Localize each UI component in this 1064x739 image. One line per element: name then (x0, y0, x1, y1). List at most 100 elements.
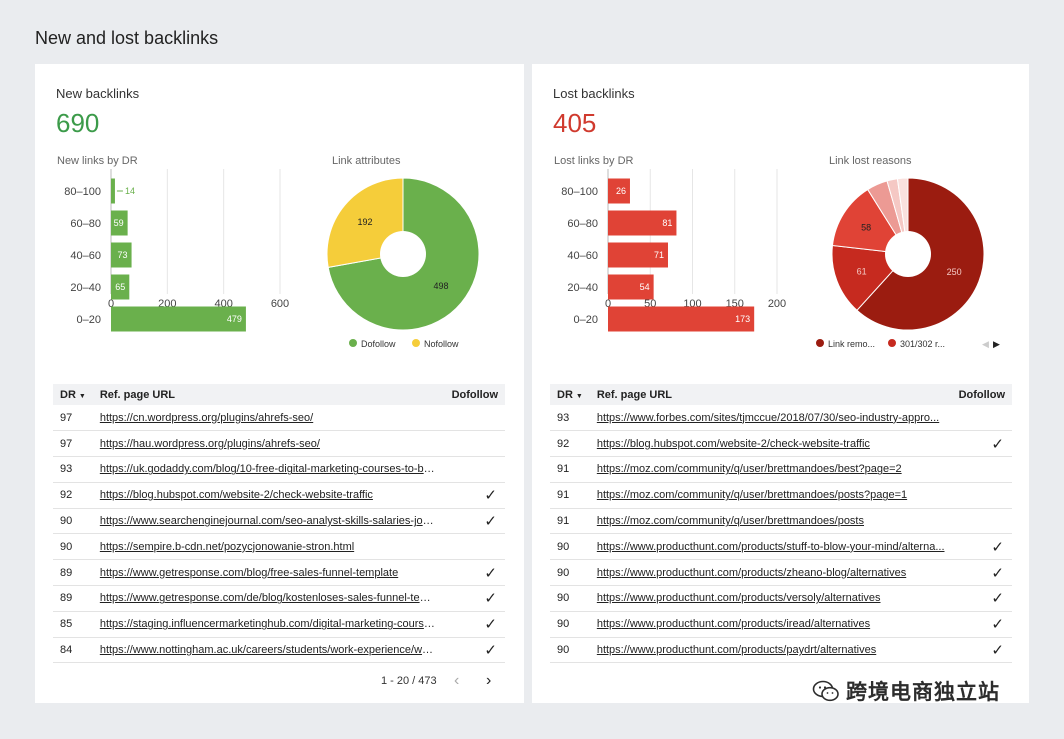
new-backlinks-card: New backlinks 690 New links by DR Link a… (35, 64, 524, 703)
dr-cell: 85 (53, 611, 93, 638)
watermark-text: 跨境电商独立站 (846, 681, 1000, 704)
next-page-button[interactable]: › (486, 672, 492, 689)
ref-url-column-header[interactable]: Ref. page URL (589, 384, 952, 405)
ref-url-link[interactable]: https://www.producthunt.com/products/ire… (589, 611, 952, 638)
table-row: 85 https://staging.influencermarketinghub… (53, 611, 505, 638)
dofollow-check-icon: ✓ (444, 611, 505, 638)
bar[interactable] (608, 306, 755, 332)
ref-url-link[interactable]: https://www.producthunt.com/products/zhe… (589, 559, 952, 587)
link-lost-reasons-title: Link lost reasons (829, 155, 912, 167)
legend-swatch (412, 339, 420, 347)
table-row: 92 https://blog.hubspot.com/website-2/che… (550, 430, 1012, 458)
dofollow-check-icon: ✓ (951, 533, 1012, 561)
dr-column-header[interactable]: DR ▼ (550, 384, 590, 405)
prev-page-button[interactable]: ‹ (454, 672, 460, 689)
slice-value-label: 498 (433, 281, 448, 291)
bar[interactable] (608, 210, 677, 236)
ref-url-link[interactable]: https://hau.wordpress.org/plugins/ahrefs… (92, 430, 445, 458)
dofollow-check-icon: ✓ (444, 482, 505, 509)
table-row: 92 https://blog.hubspot.com/website-2/che… (53, 482, 505, 509)
y-tick-label: 60–80 (567, 218, 598, 230)
lost-backlinks-card: Lost backlinks 405 Lost links by DR Link… (532, 64, 1029, 703)
lost-backlinks-total: 405 (553, 108, 597, 138)
ref-url-column-header[interactable]: Ref. page URL (92, 384, 445, 405)
dr-column-header[interactable]: DR ▼ (53, 384, 93, 405)
dofollow-column-header[interactable]: Dofollow (951, 384, 1012, 405)
legend-label: Dofollow (361, 339, 396, 349)
dr-cell: 97 (53, 405, 93, 432)
bar[interactable] (111, 274, 130, 300)
dr-cell: 91 (550, 456, 590, 483)
ref-url-link[interactable]: https://www.getresponse.com/de/blog/kost… (92, 585, 445, 612)
sort-down-icon: ▼ (575, 392, 583, 400)
y-tick-label: 20–40 (567, 282, 598, 294)
table-row: 97 https://cn.wordpress.org/plugins/ahref… (53, 405, 505, 432)
dofollow-check-icon: ✓ (444, 559, 505, 587)
ref-url-link[interactable]: https://uk.godaddy.com/blog/10-free-digi… (92, 456, 445, 483)
ref-url-link[interactable]: https://www.producthunt.com/products/ver… (589, 585, 952, 612)
legend-prev-icon[interactable]: ◀ (982, 339, 989, 349)
ref-url-link[interactable]: https://moz.com/community/q/user/brettma… (589, 482, 952, 509)
ref-url-link[interactable]: https://moz.com/community/q/user/brettma… (589, 508, 952, 535)
page-title: New and lost backlinks (35, 28, 219, 48)
dr-cell: 92 (550, 430, 590, 458)
sort-down-icon: ▼ (78, 392, 86, 400)
ref-url-link[interactable]: https://staging.influencermarketinghub.c… (92, 611, 445, 638)
bar[interactable] (608, 178, 630, 204)
ref-url-link[interactable]: https://moz.com/community/q/user/brettma… (589, 456, 952, 483)
table-row: 90 https://sempire.b-cdn.net/pozycjonowan… (53, 533, 505, 561)
legend-swatch (816, 339, 824, 347)
donut-hole (885, 231, 931, 277)
bar[interactable] (111, 306, 246, 332)
dr-cell: 89 (53, 559, 93, 587)
donut-hole (380, 231, 426, 277)
ref-url-link[interactable]: https://www.producthunt.com/products/stu… (589, 533, 952, 561)
y-tick-label: 20–40 (70, 282, 101, 294)
bar-value-label: 73 (118, 250, 128, 260)
table-row: 93 https://uk.godaddy.com/blog/10-free-di… (53, 456, 505, 483)
bar[interactable] (111, 210, 128, 236)
bar[interactable] (608, 242, 668, 268)
table-row: 89 https://www.getresponse.com/blog/free-… (53, 559, 505, 587)
table-row: 90 https://www.producthunt.com/products/v… (550, 585, 1012, 612)
ref-url-link[interactable]: https://www.searchenginejournal.com/seo-… (92, 508, 445, 535)
legend-label: Link remo... (828, 339, 875, 349)
ref-url-link[interactable]: https://blog.hubspot.com/website-2/check… (589, 430, 952, 458)
y-tick-label: 40–60 (70, 250, 101, 262)
ref-url-link[interactable]: https://www.getresponse.com/blog/free-sa… (92, 559, 445, 587)
lost-backlinks-title: Lost backlinks (553, 86, 635, 101)
y-tick-label: 60–80 (70, 218, 101, 230)
table-row: 90 https://www.producthunt.com/products/p… (550, 637, 1012, 664)
table-row: 97 https://hau.wordpress.org/plugins/ahre… (53, 430, 505, 458)
pie-slice[interactable] (831, 188, 909, 255)
y-tick-label: 0–20 (77, 314, 101, 326)
bar-value-label: 14 (125, 186, 135, 196)
dofollow-check-icon: ✓ (444, 585, 505, 612)
slice-value-label: 61 (857, 266, 867, 276)
watermark: 跨境电商独立站 (812, 676, 1000, 706)
ref-url-link[interactable]: https://cn.wordpress.org/plugins/ahrefs-… (92, 405, 445, 432)
dofollow-column-header[interactable]: Dofollow (444, 384, 505, 405)
table-row: 84 https://www.nottingham.ac.uk/careers/s… (53, 637, 505, 664)
ref-url-link[interactable]: https://www.forbes.com/sites/tjmccue/201… (589, 405, 952, 432)
ref-url-link[interactable]: https://sempire.b-cdn.net/pozycjonowanie… (92, 533, 445, 561)
ref-url-link[interactable]: https://blog.hubspot.com/website-2/check… (92, 482, 445, 509)
ref-url-link[interactable]: https://www.nottingham.ac.uk/careers/stu… (92, 637, 445, 664)
y-tick-label: 80–100 (561, 186, 598, 198)
bar[interactable] (111, 178, 115, 204)
x-tick-label: 0 (108, 298, 114, 310)
legend-next-icon[interactable]: ▶ (993, 339, 1000, 349)
bar[interactable] (111, 242, 132, 268)
dr-cell: 93 (550, 405, 590, 432)
bar-value-label: 479 (227, 314, 242, 324)
ref-url-link[interactable]: https://www.producthunt.com/products/pay… (589, 637, 952, 664)
dr-cell: 90 (53, 508, 93, 535)
new-links-by-dr-title: New links by DR (57, 155, 138, 167)
table-row: 91 https://moz.com/community/q/user/brett… (550, 456, 1012, 483)
y-tick-label: 80–100 (64, 186, 101, 198)
dofollow-check-icon: ✓ (951, 430, 1012, 458)
bar[interactable] (608, 274, 654, 300)
slice-value-label: 192 (358, 217, 373, 227)
wechat-icon (812, 680, 839, 702)
